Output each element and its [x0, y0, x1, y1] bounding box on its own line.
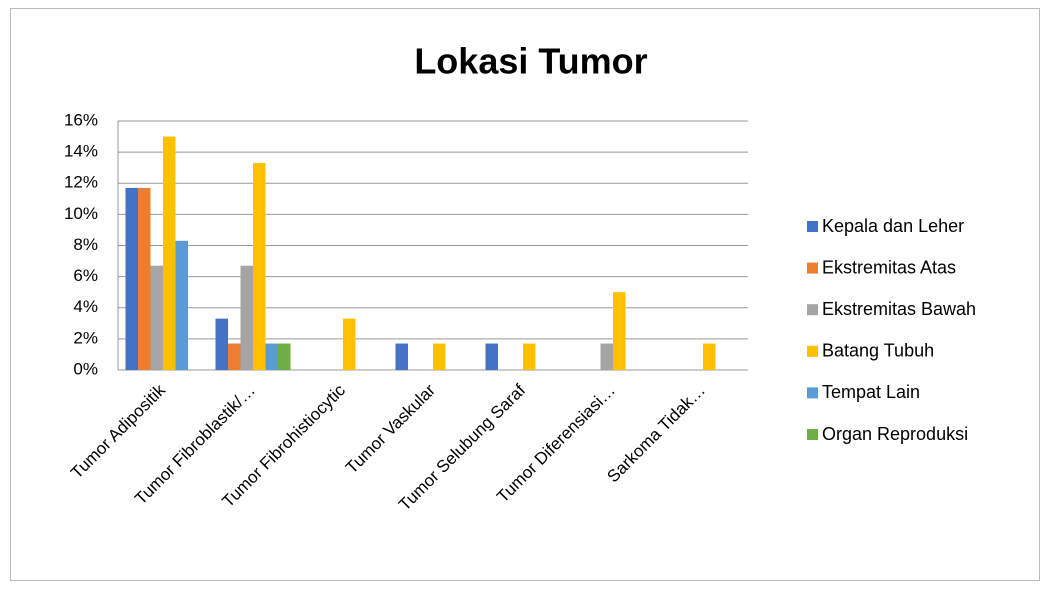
y-tick-label: 8%: [73, 235, 98, 254]
legend-swatch: [807, 304, 818, 316]
bar: [253, 163, 266, 370]
bar: [395, 343, 408, 370]
legend-swatch: [807, 345, 818, 357]
bar: [175, 240, 188, 370]
y-tick-label: 2%: [73, 328, 98, 347]
bar: [433, 343, 446, 370]
legend-swatch: [807, 221, 818, 232]
bar: [163, 136, 176, 370]
y-tick-label: 0%: [73, 359, 98, 378]
legend-swatch: [807, 262, 818, 274]
legend-label: Organ Reproduksi: [822, 424, 968, 444]
legend-swatch: [807, 429, 818, 440]
y-tick-label: 12%: [64, 173, 98, 192]
y-tick-label: 16%: [64, 110, 98, 129]
legend-swatch: [807, 387, 818, 399]
y-tick-label: 10%: [64, 204, 98, 223]
y-tick-label: 4%: [73, 297, 98, 316]
bar: [125, 187, 138, 370]
legend-label: Tempat Lain: [822, 382, 920, 402]
y-tick-label: 6%: [73, 266, 98, 285]
chart-title: Lokasi Tumor: [414, 41, 647, 82]
bar: [150, 265, 163, 370]
bar: [265, 343, 278, 370]
bar: [703, 343, 716, 370]
legend-label: Kepala dan Leher: [822, 216, 964, 236]
bar: [613, 292, 626, 370]
bar: [523, 343, 536, 370]
bar: [278, 343, 291, 370]
bar: [600, 343, 613, 370]
y-tick-label: 14%: [64, 142, 98, 161]
bar: [138, 187, 151, 370]
bar: [343, 318, 356, 370]
bar: [240, 265, 253, 370]
bar: [215, 318, 228, 370]
legend-label: Ekstremitas Bawah: [822, 299, 976, 319]
legend-label: Ekstremitas Atas: [822, 257, 956, 277]
legend-label: Batang Tubuh: [822, 341, 934, 361]
bar: [485, 343, 498, 370]
bar: [228, 343, 241, 370]
